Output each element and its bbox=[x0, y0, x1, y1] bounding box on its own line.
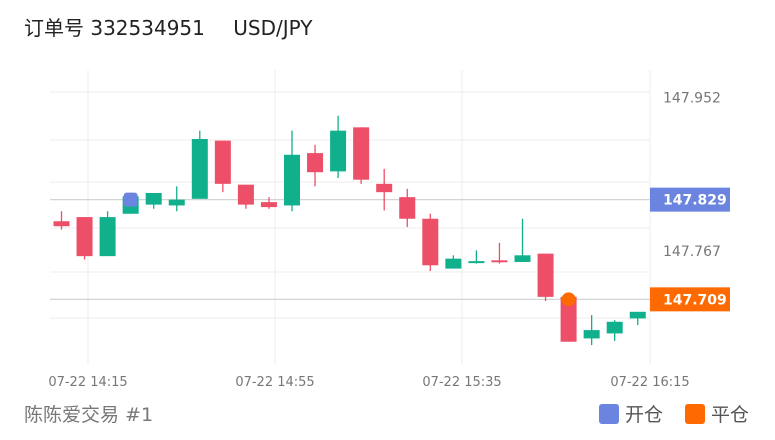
candle-body[interactable] bbox=[99, 217, 116, 257]
candle-body[interactable] bbox=[606, 321, 623, 334]
x-tick-label-2: 07-22 15:35 bbox=[422, 375, 501, 390]
y-tick-label-0: 147.952 bbox=[663, 90, 721, 106]
open-price-badge-bg bbox=[650, 187, 730, 212]
order-number: 332534951 bbox=[90, 16, 205, 40]
close-price-badge-bg bbox=[650, 287, 730, 312]
legend-item-close[interactable]: 平仓 bbox=[684, 400, 749, 427]
candle-body[interactable] bbox=[168, 199, 185, 206]
close-price-badge: 147.709 bbox=[663, 292, 727, 308]
candle-body[interactable] bbox=[145, 192, 162, 205]
legend: 开仓 平仓 bbox=[598, 400, 749, 427]
account-name: 陈陈爱交易 #1 bbox=[24, 404, 154, 426]
open-price-badge: 147.829 bbox=[663, 193, 727, 209]
candle-body[interactable] bbox=[307, 153, 324, 173]
candle-body[interactable] bbox=[445, 258, 462, 269]
candle-body[interactable] bbox=[491, 260, 508, 263]
candle-body[interactable] bbox=[353, 127, 370, 180]
candle-body[interactable] bbox=[629, 311, 646, 319]
close-position-marker[interactable] bbox=[561, 292, 576, 307]
candle-body[interactable] bbox=[214, 140, 231, 184]
candle-body[interactable] bbox=[468, 261, 485, 264]
chart-header: 订单号 332534951 USD/JPY bbox=[24, 12, 312, 41]
legend-swatch-close bbox=[684, 403, 705, 424]
candle-body[interactable] bbox=[422, 218, 439, 266]
x-tick-label-0: 07-22 14:15 bbox=[48, 375, 127, 390]
candle-body[interactable] bbox=[330, 130, 347, 172]
open-position-marker[interactable] bbox=[123, 192, 138, 207]
order-label: 订单号 bbox=[24, 16, 84, 40]
candle-body[interactable] bbox=[376, 183, 393, 193]
symbol-label: USD/JPY bbox=[233, 16, 313, 40]
legend-label-open: 开仓 bbox=[624, 404, 663, 426]
legend-item-open[interactable]: 开仓 bbox=[598, 400, 663, 427]
candle-body[interactable] bbox=[53, 221, 70, 227]
candle-body[interactable] bbox=[399, 197, 416, 219]
candle-body[interactable] bbox=[191, 138, 208, 199]
candle-body[interactable] bbox=[237, 184, 254, 205]
x-tick-label-1: 07-22 14:55 bbox=[235, 375, 314, 390]
candle-body[interactable] bbox=[260, 202, 277, 208]
candle-body[interactable] bbox=[537, 253, 554, 297]
candle-body[interactable] bbox=[76, 217, 93, 257]
candle-body[interactable] bbox=[284, 154, 300, 206]
x-tick-label-3: 07-22 16:15 bbox=[610, 375, 689, 390]
candle-body[interactable] bbox=[514, 255, 531, 262]
candle-body[interactable] bbox=[583, 330, 600, 339]
legend-swatch-open bbox=[598, 403, 619, 424]
legend-label-close: 平仓 bbox=[710, 404, 749, 426]
candle-body[interactable] bbox=[560, 296, 577, 342]
y-tick-label-1: 147.767 bbox=[663, 244, 721, 260]
